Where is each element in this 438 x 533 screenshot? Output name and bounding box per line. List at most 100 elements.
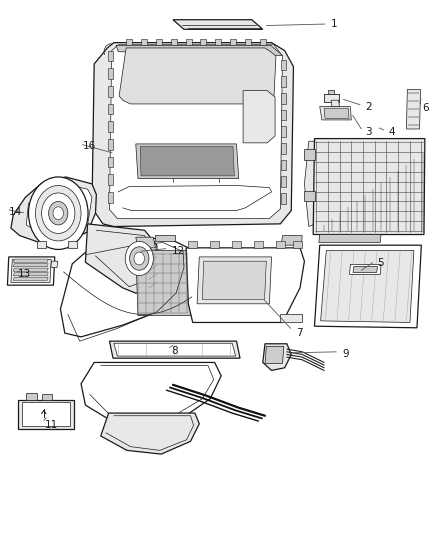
Circle shape xyxy=(53,207,64,220)
Polygon shape xyxy=(254,241,263,248)
Polygon shape xyxy=(92,43,293,227)
Polygon shape xyxy=(26,393,37,400)
Polygon shape xyxy=(304,149,315,160)
Polygon shape xyxy=(281,143,286,154)
Polygon shape xyxy=(276,241,285,248)
Text: 12: 12 xyxy=(172,246,185,255)
Text: 5: 5 xyxy=(378,259,384,268)
Polygon shape xyxy=(281,236,302,245)
Polygon shape xyxy=(265,346,284,364)
Circle shape xyxy=(42,193,75,233)
Polygon shape xyxy=(136,237,155,248)
Text: 16: 16 xyxy=(82,141,95,151)
Polygon shape xyxy=(13,273,48,276)
Circle shape xyxy=(49,201,68,225)
Polygon shape xyxy=(155,235,175,241)
Polygon shape xyxy=(110,341,240,358)
Polygon shape xyxy=(331,100,339,107)
Polygon shape xyxy=(108,86,113,96)
Text: 4: 4 xyxy=(389,127,395,137)
Polygon shape xyxy=(230,39,236,45)
Text: 6: 6 xyxy=(422,103,428,112)
Circle shape xyxy=(130,247,149,270)
Polygon shape xyxy=(26,184,92,235)
Polygon shape xyxy=(116,45,283,55)
Polygon shape xyxy=(245,39,251,45)
Polygon shape xyxy=(22,402,70,426)
Polygon shape xyxy=(11,177,96,243)
Text: 13: 13 xyxy=(18,270,31,279)
Polygon shape xyxy=(13,277,48,280)
Polygon shape xyxy=(108,68,113,79)
Polygon shape xyxy=(108,157,113,167)
Polygon shape xyxy=(68,241,77,248)
Text: 7: 7 xyxy=(296,328,302,337)
Polygon shape xyxy=(13,259,48,262)
Polygon shape xyxy=(37,241,46,248)
Polygon shape xyxy=(126,39,132,45)
Polygon shape xyxy=(304,191,315,201)
Polygon shape xyxy=(11,260,51,282)
Polygon shape xyxy=(119,48,276,104)
Polygon shape xyxy=(263,344,291,370)
Polygon shape xyxy=(186,39,192,45)
Polygon shape xyxy=(171,39,177,45)
Polygon shape xyxy=(281,60,286,70)
Polygon shape xyxy=(313,139,425,235)
Polygon shape xyxy=(281,126,286,137)
Polygon shape xyxy=(314,245,421,328)
Polygon shape xyxy=(260,39,266,45)
Polygon shape xyxy=(324,94,339,102)
Polygon shape xyxy=(108,192,113,203)
Polygon shape xyxy=(108,122,113,132)
Polygon shape xyxy=(108,103,113,114)
Polygon shape xyxy=(156,39,162,45)
Circle shape xyxy=(125,241,153,276)
Text: 2: 2 xyxy=(365,102,371,111)
Polygon shape xyxy=(13,268,48,271)
Polygon shape xyxy=(7,257,55,285)
Polygon shape xyxy=(108,51,113,61)
Polygon shape xyxy=(108,139,113,150)
Polygon shape xyxy=(188,241,197,248)
Polygon shape xyxy=(350,264,381,274)
Polygon shape xyxy=(140,147,234,176)
Text: 9: 9 xyxy=(343,349,349,359)
Polygon shape xyxy=(324,108,349,118)
Text: 8: 8 xyxy=(171,346,177,356)
Polygon shape xyxy=(85,224,158,293)
Polygon shape xyxy=(202,261,266,300)
Polygon shape xyxy=(281,160,286,171)
Polygon shape xyxy=(281,76,286,87)
Circle shape xyxy=(28,177,88,249)
Polygon shape xyxy=(186,248,304,322)
Polygon shape xyxy=(110,45,283,219)
Polygon shape xyxy=(42,394,52,400)
Polygon shape xyxy=(141,39,147,45)
Circle shape xyxy=(134,252,145,265)
Polygon shape xyxy=(319,235,381,243)
Polygon shape xyxy=(281,110,286,120)
Polygon shape xyxy=(101,413,199,454)
Polygon shape xyxy=(108,174,113,185)
Text: 1: 1 xyxy=(331,19,337,29)
Polygon shape xyxy=(18,400,74,429)
Polygon shape xyxy=(406,90,420,129)
Polygon shape xyxy=(215,39,221,45)
Polygon shape xyxy=(60,237,192,337)
Polygon shape xyxy=(200,39,206,45)
Text: 14: 14 xyxy=(9,207,22,216)
Polygon shape xyxy=(280,314,302,322)
Polygon shape xyxy=(304,141,315,227)
Text: 11: 11 xyxy=(45,420,58,430)
Polygon shape xyxy=(210,241,219,248)
Polygon shape xyxy=(114,343,236,356)
Polygon shape xyxy=(13,264,48,266)
Polygon shape xyxy=(136,144,239,179)
Text: 3: 3 xyxy=(365,127,371,137)
Polygon shape xyxy=(51,261,58,268)
Polygon shape xyxy=(136,251,191,316)
Polygon shape xyxy=(281,193,286,204)
Polygon shape xyxy=(243,91,275,143)
Polygon shape xyxy=(353,266,378,272)
